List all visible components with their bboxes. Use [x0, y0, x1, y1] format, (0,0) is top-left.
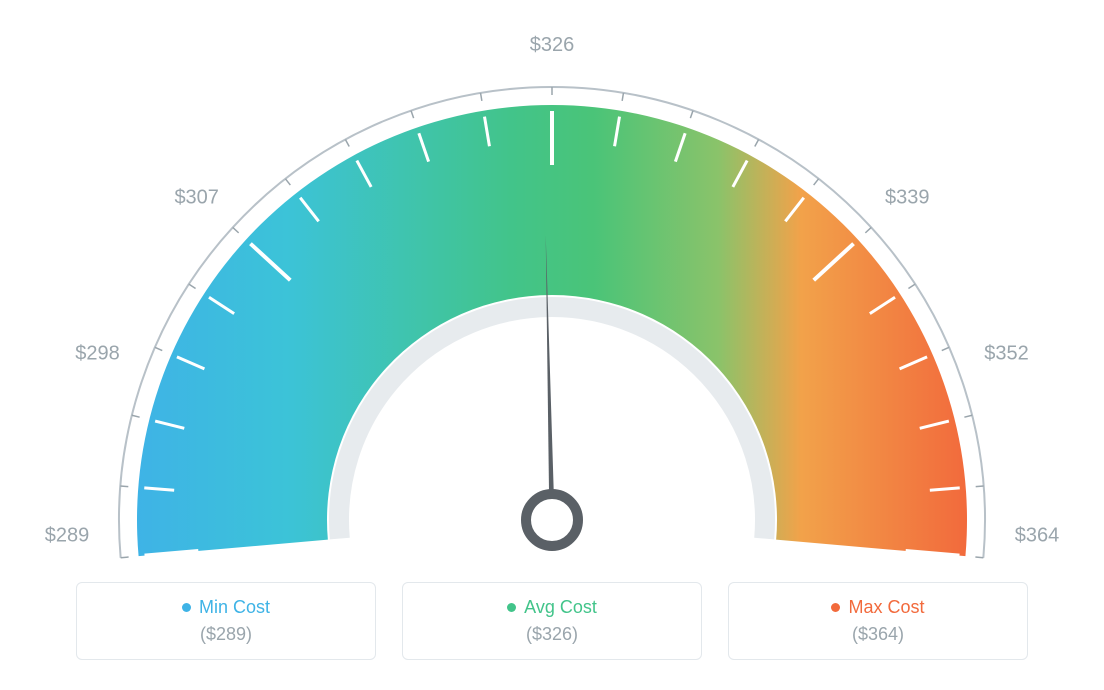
legend-value: ($326) [526, 624, 578, 645]
gauge-svg [52, 40, 1052, 600]
legend-card-avg: Avg Cost ($326) [402, 582, 702, 660]
gauge-tick-label: $364 [1015, 525, 1060, 548]
gauge-tick-label: $352 [984, 343, 1029, 366]
dot-icon [831, 603, 840, 612]
legend-row: Min Cost ($289) Avg Cost ($326) Max Cost… [0, 582, 1104, 660]
legend-value: ($289) [200, 624, 252, 645]
gauge-tick-label: $326 [530, 34, 575, 57]
legend-label: Max Cost [848, 597, 924, 618]
gauge-tick-label: $307 [174, 187, 219, 210]
gauge-tick-label: $298 [75, 343, 120, 366]
gauge-tick-label: $339 [885, 187, 930, 210]
gauge-area: $289 $298 $307 $326 $339 $352 $364 [0, 0, 1104, 560]
legend-title-min: Min Cost [182, 597, 270, 618]
legend-label: Min Cost [199, 597, 270, 618]
legend-label: Avg Cost [524, 597, 597, 618]
cost-gauge-chart: $289 $298 $307 $326 $339 $352 $364 Min Cost ($… [0, 0, 1104, 690]
legend-card-max: Max Cost ($364) [728, 582, 1028, 660]
dot-icon [507, 603, 516, 612]
dot-icon [182, 603, 191, 612]
gauge-tick-label: $289 [45, 525, 90, 548]
legend-title-max: Max Cost [831, 597, 924, 618]
legend-value: ($364) [852, 624, 904, 645]
legend-card-min: Min Cost ($289) [76, 582, 376, 660]
legend-title-avg: Avg Cost [507, 597, 597, 618]
